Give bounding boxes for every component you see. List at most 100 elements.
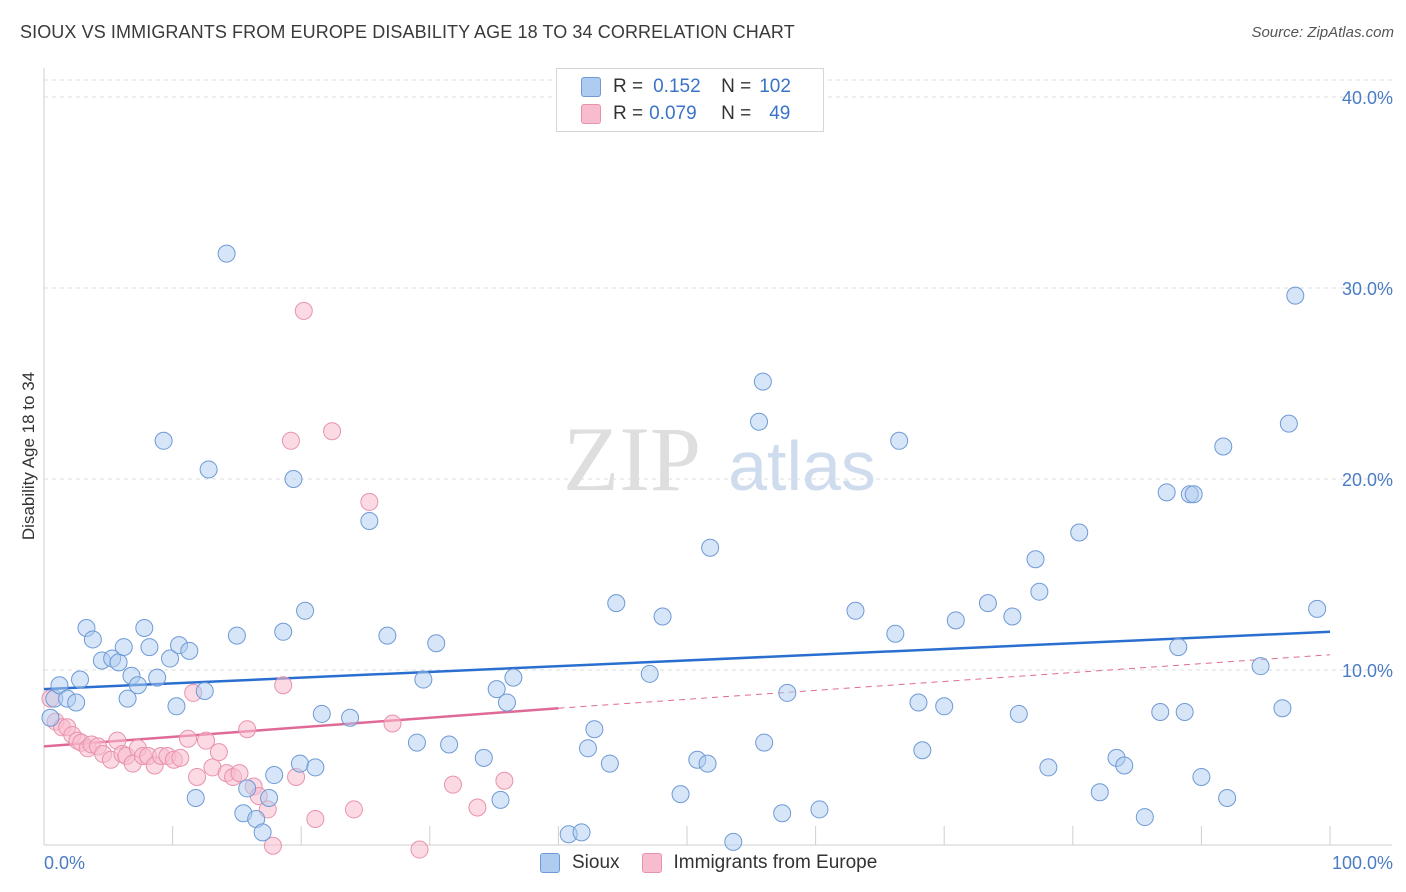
data-point-europe: [344, 800, 363, 819]
legend-n-value: 49: [769, 103, 791, 124]
watermark-zip: ZIP: [563, 408, 701, 510]
data-point-europe: [468, 798, 487, 817]
y-axis-label: Disability Age 18 to 34: [19, 372, 38, 540]
data-point-sioux: [135, 618, 154, 637]
data-point-sioux: [935, 697, 954, 716]
data-point-sioux: [753, 372, 772, 391]
series-sioux-points: [41, 244, 1327, 851]
data-point-sioux: [978, 594, 997, 613]
data-point-sioux: [1273, 699, 1292, 718]
chart-title: SIOUX VS IMMIGRANTS FROM EUROPE DISABILI…: [20, 22, 795, 42]
data-point-sioux: [640, 664, 659, 683]
legend-n-value: 102: [759, 76, 791, 97]
data-point-sioux: [909, 693, 928, 712]
legend-n-label: N =: [721, 103, 752, 124]
data-point-sioux: [128, 676, 147, 695]
data-point-sioux: [1115, 756, 1134, 775]
data-point-europe: [274, 676, 293, 695]
data-point-sioux: [600, 754, 619, 773]
data-point-sioux: [724, 832, 743, 851]
data-point-sioux: [83, 630, 102, 649]
data-point-sioux: [504, 668, 523, 687]
data-point-sioux: [290, 754, 309, 773]
legend-row-sioux: R = 0.152 N = 102: [581, 75, 791, 99]
y-tick-label: 20.0%: [1342, 470, 1393, 490]
bottom-legend-swatch-europe: [641, 853, 662, 873]
data-point-sioux: [217, 244, 236, 263]
data-point-sioux: [750, 412, 769, 431]
data-point-sioux: [890, 431, 909, 450]
data-point-sioux: [1308, 599, 1327, 618]
data-point-europe: [230, 764, 249, 783]
data-point-europe: [323, 422, 342, 441]
data-point-sioux: [260, 788, 279, 807]
data-point-sioux: [199, 460, 218, 479]
legend-r-value: 0.152: [653, 76, 701, 97]
data-point-sioux: [407, 733, 426, 752]
data-point-sioux: [1151, 703, 1170, 722]
data-point-sioux: [440, 735, 459, 754]
data-point-europe: [209, 743, 228, 762]
data-point-sioux: [607, 594, 626, 613]
data-point-sioux: [497, 693, 516, 712]
data-point-sioux: [1090, 783, 1109, 802]
data-point-sioux: [148, 668, 167, 687]
data-point-sioux: [167, 697, 186, 716]
legend-row-europe: R = 0.079 N = 49: [581, 102, 790, 126]
source-label: Source: ZipAtlas.com: [1251, 24, 1394, 41]
data-point-sioux: [360, 512, 379, 531]
data-point-sioux: [701, 538, 720, 557]
data-point-europe: [495, 771, 514, 790]
trend-line-europe: [43, 706, 559, 748]
data-point-sioux: [653, 607, 672, 626]
data-point-sioux: [773, 804, 792, 823]
bottom-legend-label-sioux: Sioux: [572, 852, 620, 873]
data-point-europe: [197, 731, 216, 750]
data-point-sioux: [698, 754, 717, 773]
bottom-legend-sioux: Sioux: [540, 852, 620, 874]
gridlines: [44, 79, 1392, 671]
data-point-sioux: [1070, 523, 1089, 542]
data-point-sioux: [1214, 437, 1233, 456]
legend-swatch-sioux: [581, 77, 601, 97]
data-point-sioux: [572, 823, 591, 842]
legend-r-value: 0.079: [649, 103, 697, 124]
data-point-sioux: [578, 739, 597, 758]
data-point-sioux: [778, 683, 797, 702]
y-tick-label: 10.0%: [1342, 661, 1393, 681]
data-point-europe: [383, 714, 402, 733]
data-point-sioux: [946, 611, 965, 630]
data-point-sioux: [1157, 483, 1176, 502]
data-point-sioux: [154, 431, 173, 450]
data-point-europe: [281, 431, 300, 450]
bottom-legend-europe: Immigrants from Europe: [641, 852, 877, 874]
data-point-sioux: [1251, 657, 1270, 676]
data-point-sioux: [180, 641, 199, 660]
data-point-europe: [360, 492, 379, 511]
data-point-sioux: [1009, 704, 1028, 723]
x-tick-label: 100.0%: [1332, 853, 1393, 873]
bottom-legend-swatch-sioux: [540, 853, 560, 873]
data-point-sioux: [671, 785, 690, 804]
data-point-europe: [306, 809, 325, 828]
tick-labels: 10.0% 20.0% 30.0% 40.0% 0.0% 100.0%: [44, 88, 1393, 873]
data-point-sioux: [114, 638, 133, 657]
data-point-sioux: [265, 766, 284, 785]
legend-r-label: R =: [613, 76, 644, 97]
data-point-sioux: [306, 758, 325, 777]
data-point-sioux: [161, 649, 180, 668]
data-point-sioux: [41, 708, 60, 727]
data-point-sioux: [913, 741, 932, 760]
data-point-sioux: [487, 680, 506, 699]
legend-swatch-europe: [581, 104, 601, 124]
data-point-sioux: [274, 622, 293, 641]
data-point-sioux: [118, 689, 137, 708]
data-point-sioux: [1003, 607, 1022, 626]
data-point-sioux: [414, 670, 433, 689]
trend-line-sioux: [43, 630, 1331, 691]
data-point-sioux: [1169, 638, 1188, 657]
data-point-sioux: [474, 748, 493, 767]
data-point-sioux: [1026, 550, 1045, 569]
data-point-europe: [294, 301, 313, 320]
